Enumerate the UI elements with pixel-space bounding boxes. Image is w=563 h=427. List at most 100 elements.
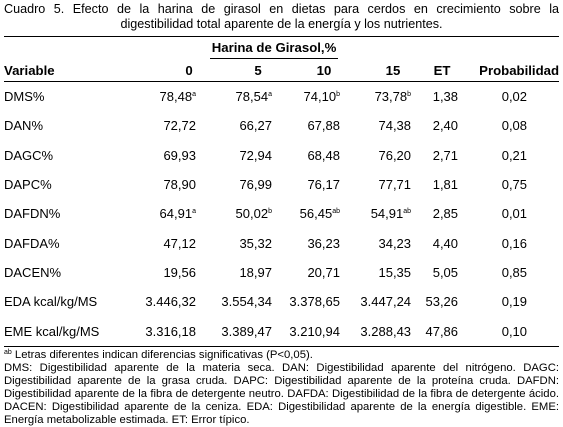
cell-15-value: 15,35 — [378, 264, 412, 280]
cell-probabilidad: 0,02 — [501, 89, 528, 105]
cell-10: 67,88 — [280, 111, 346, 140]
cell-5: 66,27 — [212, 111, 280, 140]
cell-et: 47,86 — [416, 316, 465, 347]
cell-5-value: 50,02 — [235, 206, 269, 222]
cell-10-value: 67,88 — [307, 118, 340, 134]
cell-10-value: 76,17 — [307, 177, 340, 193]
cell-0: 69,93 — [132, 141, 212, 170]
footnote-sig-marker: ab — [4, 348, 12, 356]
cell-probabilidad: 0,19 — [501, 294, 528, 310]
significance-letter: b — [407, 91, 412, 99]
cell-0: 78,48a — [132, 82, 212, 112]
cell-15-value: 3.288,43 — [360, 323, 412, 339]
cell-variable: EDA kcal/kg/MS — [4, 294, 98, 310]
cell-5-value: 76,99 — [239, 177, 272, 193]
cell-10-value: 3.210,94 — [289, 323, 340, 339]
cell-variable: DAFDN% — [4, 206, 61, 222]
cell-10-value: 74,10 — [303, 89, 337, 105]
cell-variable: DAPC% — [4, 177, 52, 193]
cell-probabilidad: 0,08 — [501, 118, 528, 134]
significance-letter: a — [192, 91, 196, 99]
cell-10: 56,45ab — [280, 199, 346, 228]
cell-10: 74,10b — [280, 82, 346, 112]
cell-0-value: 3.446,32 — [145, 294, 196, 310]
table-row: DAFDN% 64,91a 50,02b 56,45ab 54,91ab 2,85 0,01 — [4, 199, 559, 228]
footnote-sig-text: Letras diferentes indican diferencias si… — [11, 348, 313, 361]
cell-variable: DAGC% — [4, 147, 54, 163]
cell-0-value: 69,93 — [163, 147, 196, 163]
cell-15-value: 73,78 — [374, 89, 408, 105]
cell-variable: EME kcal/kg/MS — [4, 316, 132, 347]
significance-letter: a — [268, 91, 272, 99]
cell-15-value: 76,20 — [378, 147, 412, 163]
cell-15: 3.288,43 — [346, 316, 417, 347]
cell-10: 20,71 — [280, 258, 346, 287]
cell-15: 34,23 — [346, 228, 416, 257]
cell-5-value: 66,27 — [239, 118, 272, 134]
cell-0: 78,90 — [132, 170, 212, 199]
group-header: Harina de Girasol,% — [209, 38, 339, 59]
cell-15: 3.447,24 — [346, 287, 416, 316]
cell-0-value: 47,12 — [163, 235, 196, 251]
cell-0: 72,72 — [132, 111, 212, 140]
column-header-10: 10 — [280, 60, 346, 82]
cell-15: 77,71 — [346, 170, 416, 199]
footnotes: ab Letras diferentes indican diferencias… — [4, 349, 559, 427]
cell-5: 3.554,34 — [212, 287, 280, 316]
table-row: DAFDA% 47,12 35,32 36,23 34,23 4,40 0,16 — [4, 228, 559, 257]
cell-15-value: 77,71 — [378, 177, 412, 193]
cell-5: 50,02b — [212, 199, 280, 228]
cell-15: 76,20 — [346, 141, 416, 170]
significance-letter: a — [192, 208, 196, 216]
cell-15: 73,78b — [346, 82, 416, 112]
table-caption: Cuadro 5. Efecto de la harina de girasol… — [4, 2, 559, 31]
cell-10-value: 20,71 — [307, 264, 340, 280]
significance-letter: b — [268, 208, 272, 216]
cell-et: 2,85 — [432, 206, 459, 222]
column-header-probabilidad: Probabilidad — [464, 60, 560, 82]
cell-10: 68,48 — [280, 141, 346, 170]
cell-0: 19,56 — [132, 258, 212, 287]
column-header-variable: Variable — [4, 60, 132, 82]
column-header-15: 15 — [346, 60, 417, 82]
cell-10: 36,23 — [280, 228, 346, 257]
results-table: Harina de Girasol,% Variable 0 5 10 15 E… — [4, 36, 560, 347]
cell-15-value: 34,23 — [378, 235, 412, 251]
cell-5: 18,97 — [212, 258, 280, 287]
table-row: EME kcal/kg/MS 3.316,18 3.389,47 3.210,94 3.… — [4, 316, 560, 347]
cell-15-value: 3.447,24 — [360, 294, 412, 310]
cell-5-value: 72,94 — [239, 147, 272, 163]
cell-0-value: 78,48 — [159, 89, 193, 105]
cell-variable: DACEN% — [4, 264, 62, 280]
cell-15: 54,91ab — [346, 199, 416, 228]
column-header-5: 5 — [212, 60, 280, 82]
footnote-significance: ab Letras diferentes indican diferencias… — [4, 349, 559, 362]
cell-10-value: 36,23 — [307, 235, 340, 251]
cell-15-value: 54,91 — [370, 206, 404, 222]
significance-letter: ab — [403, 208, 412, 216]
cell-5-value: 78,54 — [235, 89, 269, 105]
table-row: DACEN% 19,56 18,97 20,71 15,35 5,05 0,85 — [4, 258, 559, 287]
cell-0-value: 78,90 — [163, 177, 196, 193]
cell-et: 1,81 — [432, 177, 459, 193]
cell-0: 3.316,18 — [132, 316, 212, 347]
column-header-et: ET — [416, 60, 465, 82]
cell-probabilidad: 0,10 — [464, 316, 560, 347]
cell-0: 64,91a — [132, 199, 212, 228]
cell-10: 3.210,94 — [280, 316, 346, 347]
cell-0: 3.446,32 — [132, 287, 212, 316]
cell-5-value: 3.554,34 — [221, 294, 272, 310]
cell-5: 35,32 — [212, 228, 280, 257]
cell-15: 74,38 — [346, 111, 416, 140]
footnote-abbreviations: DMS: Digestibilidad aparente de la mater… — [4, 361, 559, 427]
cell-10-value: 56,45 — [299, 206, 333, 222]
cell-10-value: 3.378,65 — [289, 294, 340, 310]
cell-5-value: 18,97 — [239, 264, 272, 280]
table-row: DMS% 78,48a 78,54a 74,10b 73,78b 1,38 0,02 — [4, 82, 559, 112]
cell-15-value: 74,38 — [378, 118, 412, 134]
cell-et: 1,38 — [432, 89, 459, 105]
cell-probabilidad: 0,75 — [501, 177, 528, 193]
table-row: EDA kcal/kg/MS 3.446,32 3.554,34 3.378,65 3.… — [4, 287, 559, 316]
cell-10: 76,17 — [280, 170, 346, 199]
cell-variable: DAFDA% — [4, 235, 60, 251]
